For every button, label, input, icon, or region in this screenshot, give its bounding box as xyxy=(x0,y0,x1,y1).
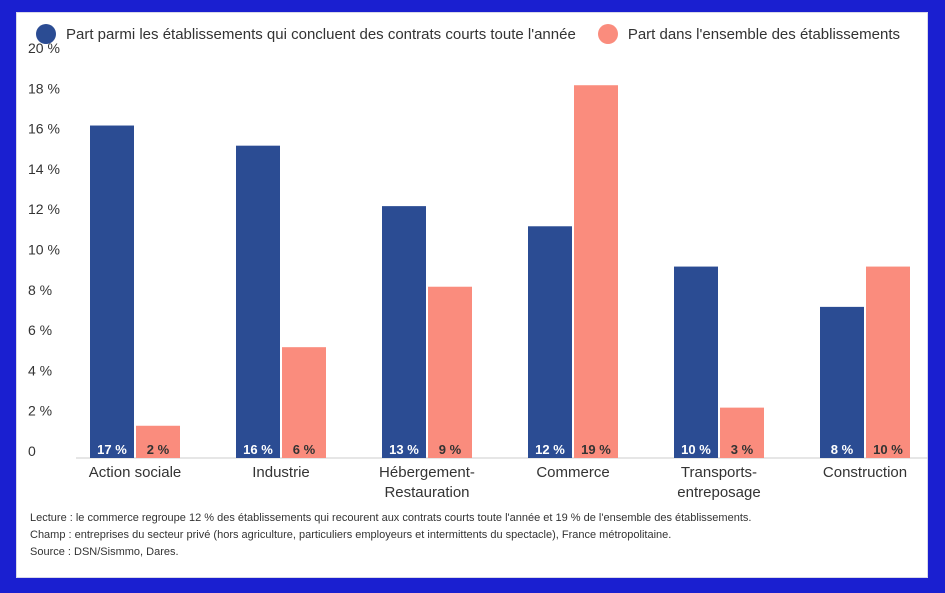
chart-frame: Part parmi les établissements qui conclu… xyxy=(16,12,928,578)
bar xyxy=(674,266,718,458)
legend-marker-series-1 xyxy=(36,24,56,44)
y-tick-label: 20 % xyxy=(28,40,60,56)
bar xyxy=(136,425,180,458)
bar xyxy=(236,145,280,459)
legend-label-series-2: Part dans l'ensemble des établissements xyxy=(627,25,900,43)
bar-chart: 0 2 % 4 % 6 % 8 % 10 % 12 % 14 % 16 % 18 % 20 % 17 … xyxy=(28,40,928,501)
bar xyxy=(90,125,134,459)
bar-data-label: 12 % xyxy=(535,442,565,457)
bar-data-label: 19 % xyxy=(581,442,611,457)
bar-data-label: 10 % xyxy=(873,442,903,457)
x-tick-label: Action sociale xyxy=(89,464,182,481)
bar xyxy=(428,286,472,458)
x-tick-label: Commerce xyxy=(536,464,609,481)
bar xyxy=(574,85,618,458)
x-tick-label: Construction xyxy=(823,464,907,481)
bar xyxy=(282,347,326,458)
y-tick-label: 18 % xyxy=(28,80,60,96)
bar-data-label: 3 % xyxy=(731,442,754,457)
bar-data-label: 17 % xyxy=(97,442,127,457)
bar xyxy=(720,407,764,458)
legend: Part parmi les établissements qui conclu… xyxy=(36,22,922,46)
legend-marker-series-2 xyxy=(597,24,618,44)
legend-item-series-2: Part dans l'ensemble des établissements xyxy=(597,24,900,44)
y-tick-label: 14 % xyxy=(28,161,60,177)
bar-data-label: 10 % xyxy=(681,442,711,457)
x-tick-label: Hébergement- xyxy=(379,464,475,481)
chart-notes: Lecture : le commerce regroupe 12 % des … xyxy=(30,510,751,561)
y-tick-label: 2 % xyxy=(28,403,52,419)
y-tick-label: 4 % xyxy=(28,362,52,378)
bar-data-label: 6 % xyxy=(293,442,316,457)
note-source: Source : DSN/Sismmo, Dares. xyxy=(30,546,179,558)
y-tick-label: 12 % xyxy=(28,201,60,217)
bar-data-label: 9 % xyxy=(439,442,462,457)
legend-item-series-1: Part parmi les établissements qui conclu… xyxy=(36,24,576,44)
y-tick-label: 6 % xyxy=(28,322,52,338)
bar xyxy=(528,226,572,458)
y-tick-label: 8 % xyxy=(28,282,52,298)
note-champ: Champ : entreprises du secteur privé (ho… xyxy=(30,529,672,541)
bar-data-label: 2 % xyxy=(147,442,170,457)
bar xyxy=(820,306,864,458)
bar xyxy=(382,206,426,458)
note-lecture: Lecture : le commerce regroupe 12 % des … xyxy=(30,512,752,524)
bar-data-label: 8 % xyxy=(831,442,854,457)
bar xyxy=(866,266,910,458)
y-tick-label: 16 % xyxy=(28,121,60,137)
bar-data-label: 16 % xyxy=(243,442,273,457)
x-tick-label: Industrie xyxy=(252,464,310,481)
y-tick-label: 10 % xyxy=(28,242,60,258)
x-tick-label: Restauration xyxy=(384,484,469,501)
bar-data-label: 13 % xyxy=(389,442,419,457)
x-tick-label: Transports- xyxy=(681,464,757,481)
legend-label-series-1: Part parmi les établissements qui conclu… xyxy=(66,25,576,43)
x-tick-label: entreposage xyxy=(677,484,760,501)
y-tick-label: 0 xyxy=(28,443,36,459)
